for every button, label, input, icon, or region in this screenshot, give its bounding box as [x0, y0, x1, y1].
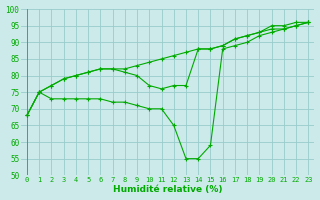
X-axis label: Humidité relative (%): Humidité relative (%) — [113, 185, 222, 194]
